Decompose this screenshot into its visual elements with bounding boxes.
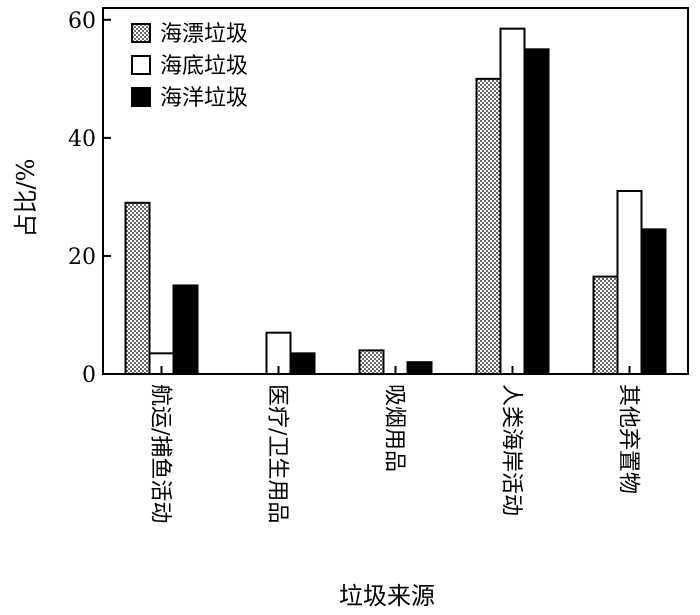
legend-label: 海漂垃圾: [160, 22, 248, 47]
bar: [358, 349, 385, 375]
x-axis-label: 垃圾来源: [339, 582, 435, 610]
x-tick-label: 航运/捕鱼活动: [148, 384, 173, 523]
bar: [172, 284, 199, 375]
x-tick-label: 人类海岸活动: [499, 384, 524, 516]
y-tick-label: 40: [68, 127, 96, 152]
y-axis-label: 占比/%: [12, 159, 40, 238]
bar: [124, 201, 151, 375]
legend-label: 海底垃圾: [160, 54, 248, 79]
bar: [616, 190, 643, 375]
bar: [265, 331, 292, 376]
bar: [523, 48, 550, 376]
x-tick-label: 其他弃置物: [616, 384, 641, 494]
legend-swatch: [131, 87, 151, 107]
bars-layer: [124, 27, 667, 376]
legend-swatch: [131, 23, 151, 43]
legend-label: 海洋垃圾: [160, 86, 248, 111]
x-tick-label: 吸烟用品: [382, 384, 407, 472]
y-axis: 0 20 40 60: [68, 9, 111, 388]
y-tick-label: 0: [82, 363, 96, 388]
bar: [499, 27, 526, 376]
x-axis: 航运/捕鱼活动 医疗/卫生用品 吸烟用品 人类海岸活动 其他弃置物: [148, 366, 641, 523]
x-tick-label: 医疗/卫生用品: [265, 384, 290, 523]
bar: [289, 352, 316, 376]
bar: [406, 361, 433, 375]
bar: [640, 228, 667, 375]
bar: [592, 275, 619, 375]
bar: [475, 77, 502, 375]
y-tick-label: 60: [68, 9, 96, 34]
y-tick-label: 20: [68, 245, 96, 270]
legend-swatch: [131, 55, 151, 75]
